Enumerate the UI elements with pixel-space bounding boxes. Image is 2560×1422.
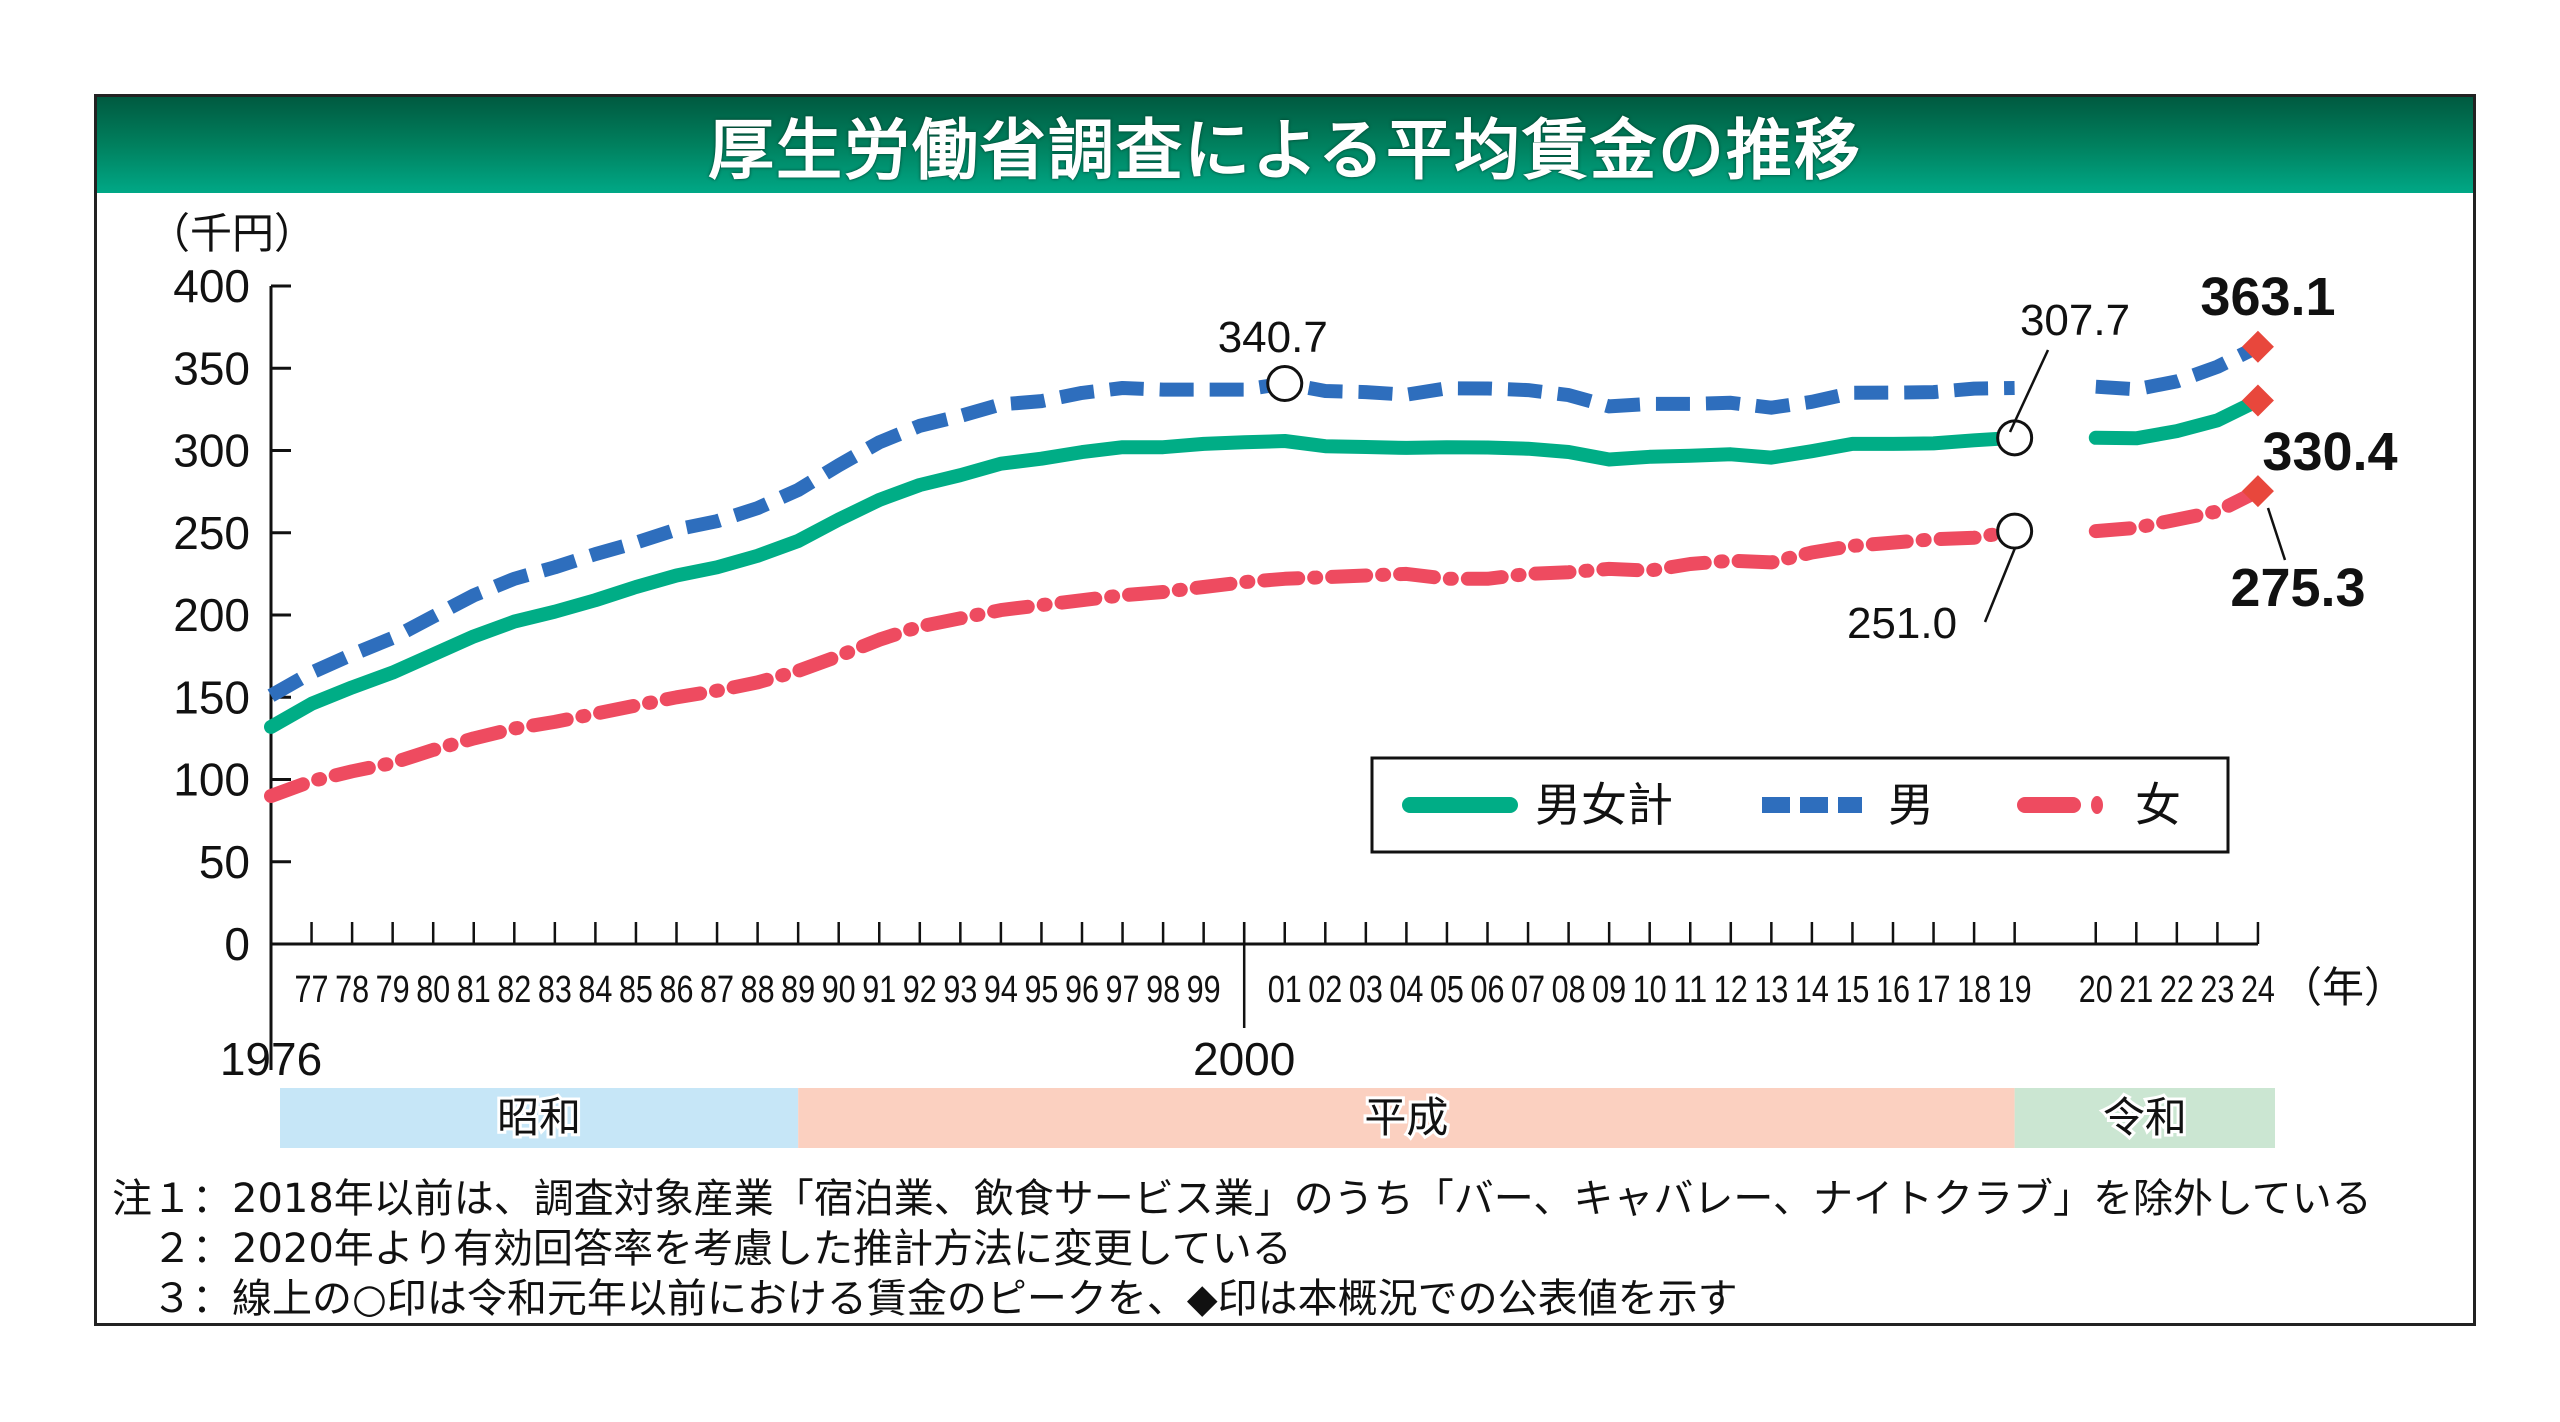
era-label: 昭和 <box>497 1094 581 1141</box>
legend-item-female-swatch-dot <box>2091 796 2103 814</box>
x-tick-label: 88 <box>741 969 775 1011</box>
x-tick-label: 93 <box>943 969 977 1011</box>
x-tick-label: 10 <box>1633 969 1667 1011</box>
era-label: 令和 <box>2103 1094 2187 1141</box>
x-tick-label: 98 <box>1146 969 1180 1011</box>
series-line-male-seg1 <box>267 376 2015 702</box>
x-tick-label: 23 <box>2200 969 2234 1011</box>
y-axis-unit: （千円） <box>148 210 316 257</box>
annotation-label-340-7: 340.7 <box>1218 313 1328 362</box>
y-tick-label: 100 <box>173 754 250 806</box>
x-tick-label: 15 <box>1835 969 1869 1011</box>
x-tick-label: 11 <box>1673 969 1707 1011</box>
legend-item-total-label: 男女計 <box>1535 779 1673 831</box>
x-tick-label: 12 <box>1714 969 1748 1011</box>
x-tick-label: 21 <box>2119 969 2153 1011</box>
x-tick-label: 22 <box>2160 969 2194 1011</box>
x-tick-label: 81 <box>457 969 491 1011</box>
x-tick-label: 01 <box>1268 969 1302 1011</box>
x-tick-label: 20 <box>2079 969 2113 1011</box>
y-tick-label: 150 <box>173 671 250 723</box>
legend-item-female-label: 女 <box>2135 779 2181 831</box>
note-3: ３：線上の○印は令和元年以前における賃金のピークを、◆印は本概況での公表値を示す <box>112 1276 1738 1322</box>
x-tick-label: 79 <box>376 969 410 1011</box>
x-tick-label: 09 <box>1592 969 1626 1011</box>
x-tick-label: 91 <box>862 969 896 1011</box>
y-tick-label: 250 <box>173 507 250 559</box>
x-tick-label: 02 <box>1308 969 1342 1011</box>
x-tick-label: 14 <box>1795 969 1829 1011</box>
series-line-total-seg2 <box>2088 393 2265 446</box>
x-tick-label: 90 <box>822 969 856 1011</box>
x-tick-label: 17 <box>1917 969 1951 1011</box>
era-band-1 <box>280 1088 799 1148</box>
y-tick-label: 350 <box>173 342 250 394</box>
chart-title: 厚生労働省調査による平均賃金の推移 <box>707 112 1863 189</box>
x-major-label-2000: 2000 <box>1193 1033 1295 1085</box>
x-tick-label: 06 <box>1471 969 1505 1011</box>
series-line-male-seg2 <box>2095 340 2262 397</box>
x-tick-label: 80 <box>416 969 450 1011</box>
annotation-label-275-3: 275.3 <box>2230 558 2365 618</box>
annotation-label-330-4: 330.4 <box>2262 422 2397 482</box>
era-band-3 <box>2014 1088 2275 1148</box>
annotation-leader-line <box>2008 349 2050 433</box>
x-major-label-1976: 1976 <box>220 1033 322 1085</box>
x-tick-label: 83 <box>538 969 572 1011</box>
note-2: ２：2020年より有効回答率を考慮した推計方法に変更している <box>112 1226 1292 1272</box>
series-line-female-seg2 <box>2088 484 2265 539</box>
x-tick-label: 96 <box>1065 969 1099 1011</box>
x-tick-label: 78 <box>335 969 369 1011</box>
x-tick-label: 04 <box>1389 969 1423 1011</box>
x-tick-label: 19 <box>1998 969 2032 1011</box>
y-tick-label: 400 <box>173 260 250 312</box>
y-tick-label: 200 <box>173 589 250 641</box>
published-value-diamond-marker <box>2241 384 2274 417</box>
x-tick-label: 84 <box>578 969 612 1011</box>
y-tick-label: 0 <box>224 918 250 970</box>
annotation-label-363-1: 363.1 <box>2200 267 2335 327</box>
published-value-diamond-marker <box>2241 475 2274 508</box>
series-line-total-seg1 <box>264 430 2022 734</box>
title-bar: 厚生労働省調査による平均賃金の推移 <box>97 97 2473 193</box>
x-tick-label: 18 <box>1957 969 1991 1011</box>
era-band-2 <box>798 1088 2015 1148</box>
x-tick-label: 89 <box>781 969 815 1011</box>
legend-item-male-label: 男 <box>1888 779 1934 831</box>
x-tick-label: 05 <box>1430 969 1464 1011</box>
note-1: 注１：2018年以前は、調査対象産業「宿泊業、飲食サービス業」のうち「バー、キャ… <box>112 1176 2372 1222</box>
y-tick-label: 50 <box>199 836 250 888</box>
x-tick-label: 86 <box>660 969 694 1011</box>
peak-circle-marker <box>1996 419 2034 457</box>
annotation-leader-line <box>2266 507 2287 561</box>
x-tick-label: 94 <box>984 969 1018 1011</box>
x-tick-label: 87 <box>700 969 734 1011</box>
y-tick-label: 300 <box>173 425 250 477</box>
x-tick-label: 08 <box>1552 969 1586 1011</box>
x-tick-label: 24 <box>2241 969 2275 1011</box>
x-tick-label: 16 <box>1876 969 1910 1011</box>
published-value-diamond-marker <box>2241 330 2274 363</box>
x-tick-label: 99 <box>1187 969 1221 1011</box>
peak-circle-marker <box>1996 512 2034 550</box>
x-tick-label: 13 <box>1754 969 1788 1011</box>
x-tick-label: 95 <box>1024 969 1058 1011</box>
series-line-female-seg1 <box>264 524 2022 803</box>
era-label: 平成 <box>1364 1094 1448 1141</box>
x-tick-label: 92 <box>903 969 937 1011</box>
annotation-leader-line <box>1983 547 2017 623</box>
annotation-label-307-7: 307.7 <box>2020 296 2130 345</box>
peak-circle-marker <box>1266 365 1304 403</box>
x-tick-label: 85 <box>619 969 653 1011</box>
x-tick-label: 82 <box>497 969 531 1011</box>
annotation-label-251-0: 251.0 <box>1847 599 1957 648</box>
x-tick-label: 03 <box>1349 969 1383 1011</box>
x-tick-label: 97 <box>1106 969 1140 1011</box>
x-tick-label: 07 <box>1511 969 1545 1011</box>
x-tick-label: 77 <box>295 969 329 1011</box>
x-axis-unit: （年） <box>2280 964 2406 1011</box>
